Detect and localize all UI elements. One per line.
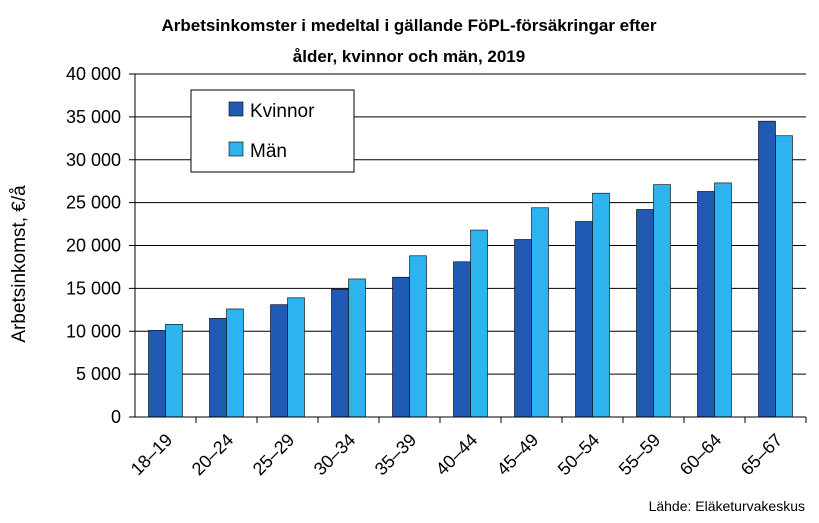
y-axis-ticks: 0 5 000 10 000 15 000 20 000 25 000 30 000 35 0… [66, 64, 135, 427]
bar-man [165, 324, 183, 418]
bar-man [653, 184, 671, 418]
bar-kvinnor [514, 239, 532, 418]
bar-kvinnor [453, 261, 471, 418]
x-tick-label: 40–44 [432, 430, 482, 480]
bar-kvinnor [636, 209, 654, 418]
x-tick-label: 45–49 [493, 430, 543, 480]
bar-kvinnor [270, 304, 288, 418]
x-tick-label: 65–67 [737, 430, 787, 480]
bar-kvinnor [392, 276, 410, 418]
x-axis-ticks: 18–19 20–24 25–29 30–34 35–39 40–44 45–49 50–54… [127, 417, 807, 480]
chart-title-line-1: Arbetsinkomster i medeltal i gällande Fö… [161, 16, 656, 35]
x-tick-label: 25–29 [249, 430, 299, 480]
bar-kvinnor [758, 120, 776, 418]
legend-label-kvinnor: Kvinnor [250, 101, 315, 122]
legend-swatch-man [228, 141, 244, 157]
y-tick-label: 15 000 [66, 278, 121, 298]
x-tick-label: 55–59 [615, 430, 665, 480]
legend-swatch-kvinnor [228, 101, 244, 117]
y-tick-label: 0 [111, 407, 121, 427]
y-tick-label: 10 000 [66, 321, 121, 341]
bar-kvinnor [575, 221, 593, 418]
y-tick-label: 20 000 [66, 236, 121, 256]
bar-man [348, 278, 366, 418]
bar-man [287, 297, 305, 418]
bar-kvinnor [331, 288, 349, 418]
y-tick-label: 5 000 [76, 364, 121, 384]
legend-label-man: Män [250, 141, 287, 162]
bar-man [531, 207, 549, 418]
source-note: Lähde: Eläketurvakeskus [649, 498, 805, 514]
x-tick-label: 20–24 [188, 430, 238, 480]
y-tick-label: 25 000 [66, 193, 121, 213]
y-tick-label: 35 000 [66, 107, 121, 127]
bar-man [470, 229, 488, 418]
bar-man [226, 308, 244, 418]
chart-title-line-2: ålder, kvinnor och män, 2019 [293, 47, 525, 66]
x-tick-label: 30–34 [310, 430, 360, 480]
bar-kvinnor [148, 330, 166, 418]
y-tick-label: 40 000 [66, 64, 121, 84]
x-tick-label: 60–64 [676, 430, 726, 480]
x-tick-label: 35–39 [371, 430, 421, 480]
bar-man [775, 135, 793, 418]
axes [134, 74, 806, 418]
bar-kvinnor [697, 191, 715, 418]
legend-box [190, 89, 355, 173]
x-tick-label: 50–54 [554, 430, 604, 480]
x-tick-label: 18–19 [127, 430, 177, 480]
legend: Kvinnor Män [190, 89, 355, 173]
y-tick-label: 30 000 [66, 150, 121, 170]
bar-man [409, 255, 427, 418]
bar-kvinnor [209, 318, 227, 418]
y-axis-label: Arbetsinkomst, €/å [9, 185, 30, 343]
bar-man [592, 192, 610, 418]
bar-man [714, 182, 732, 418]
